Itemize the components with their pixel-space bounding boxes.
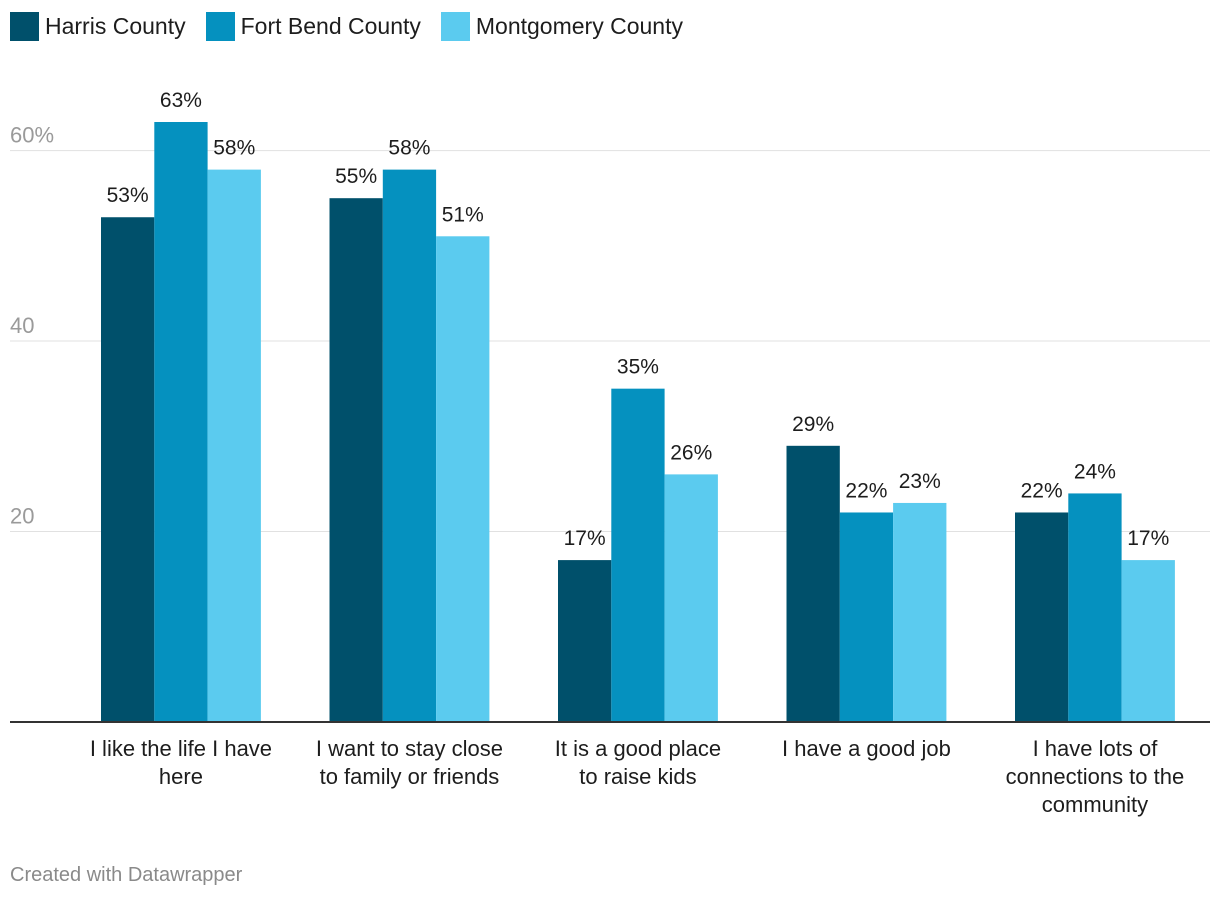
legend-label-harris: Harris County (45, 13, 186, 39)
y-tick-label-20: 20 (10, 504, 34, 529)
value-label-3-0: 29% (792, 413, 834, 436)
category-label-0-1: here (159, 764, 203, 789)
category-label-2-1: to raise kids (579, 764, 696, 789)
category-label-0-0: I like the life I have (90, 736, 272, 761)
value-label-4-1: 24% (1074, 460, 1116, 483)
value-label-1-1: 58% (388, 137, 430, 160)
value-label-4-0: 22% (1021, 479, 1063, 502)
bar-4-1 (1068, 493, 1122, 722)
category-label-4-2: community (1042, 792, 1148, 817)
footer-credit: Created with Datawrapper (10, 864, 243, 886)
value-label-3-1: 22% (845, 479, 887, 502)
legend-swatch-fort-bend (205, 12, 235, 41)
value-label-0-1: 63% (160, 89, 202, 112)
legend: Harris County Fort Bend County Montgomer… (10, 12, 703, 41)
bar-1-0 (329, 198, 383, 722)
bar-0-2 (207, 169, 261, 723)
value-label-2-0: 17% (564, 527, 606, 550)
value-label-0-0: 53% (107, 184, 149, 207)
bar-3-0 (786, 445, 840, 722)
legend-label-fort-bend: Fort Bend County (240, 13, 421, 39)
value-label-3-2: 23% (899, 470, 941, 493)
bar-2-1 (611, 388, 665, 722)
bar-3-2 (893, 502, 947, 722)
bar-1-1 (382, 169, 437, 723)
category-label-1-0: I want to stay close (316, 736, 503, 761)
category-label-4-0: I have lots of (1033, 736, 1159, 761)
legend-swatch-montgomery (440, 12, 470, 41)
bar-1-2 (436, 236, 490, 723)
value-label-4-2: 17% (1127, 527, 1169, 550)
bar-4-0 (1015, 512, 1069, 722)
legend-label-montgomery: Montgomery County (475, 13, 683, 39)
category-label-2-0: It is a good place (555, 736, 721, 761)
y-tick-label-60: 60% (10, 123, 54, 148)
value-label-1-2: 51% (442, 203, 484, 226)
value-label-2-1: 35% (617, 356, 659, 379)
legend-item-harris: Harris County (10, 12, 186, 41)
bar-0-0 (101, 217, 155, 722)
legend-item-fort-bend: Fort Bend County (205, 12, 421, 41)
category-label-1-1: to family or friends (320, 764, 500, 789)
category-label-3-0: I have a good job (782, 736, 951, 761)
bar-4-2 (1121, 560, 1175, 722)
category-label-4-1: connections to the (1006, 764, 1185, 789)
value-label-1-0: 55% (335, 165, 377, 188)
bar-3-1 (839, 512, 894, 722)
bar-2-2 (664, 474, 718, 722)
bar-2-0 (558, 560, 612, 722)
bar-0-1 (154, 122, 208, 722)
y-tick-label-40: 40 (10, 313, 34, 338)
value-label-2-2: 26% (670, 441, 712, 464)
legend-item-montgomery: Montgomery County (440, 12, 683, 41)
legend-swatch-harris (10, 12, 39, 41)
value-label-0-2: 58% (213, 137, 255, 160)
